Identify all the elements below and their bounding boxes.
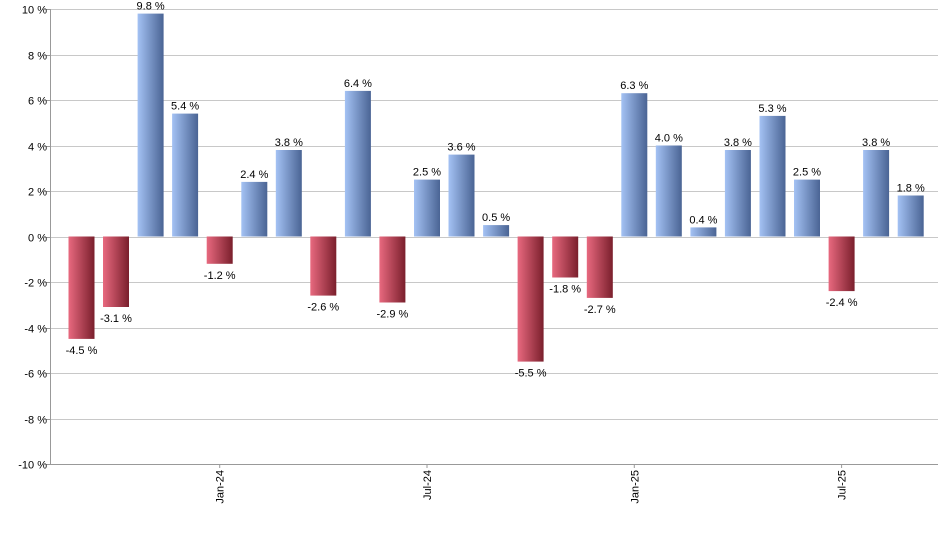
bar-negative [68, 236, 95, 339]
y-tick-label: -6 % [24, 369, 47, 381]
bar-positive [448, 154, 475, 237]
bar-positive [897, 195, 924, 237]
bar-value-label: 0.4 % [689, 214, 717, 226]
bar-value-label: 0.5 % [482, 212, 510, 224]
y-tick-label: -4 % [24, 324, 47, 336]
bar-value-label: 2.4 % [240, 169, 268, 181]
bar-value-label: 3.8 % [724, 137, 752, 149]
bar-value-label: -4.5 % [66, 345, 98, 357]
y-tick-label: -8 % [24, 415, 47, 427]
y-tick-label: 2 % [28, 187, 47, 199]
x-axis: Jan-24 Jul-24 Jan-25 Jul-25 [50, 464, 938, 504]
bar-positive [724, 150, 751, 237]
bar-negative [586, 236, 613, 298]
x-tick-label: Jul-25 [837, 470, 849, 500]
y-tick-label: 6 % [28, 96, 47, 108]
bar-negative [379, 236, 406, 303]
bar-labels: -4.5 % -3.1 % 9.8 % 5.4 % -1.2 % 2.4 % 3.8 % -2… [66, 1, 925, 380]
bars [68, 13, 924, 362]
bar-value-label: 2.5 % [413, 167, 441, 179]
bar-value-label: 9.8 % [137, 1, 165, 13]
bar-value-label: 5.3 % [758, 103, 786, 115]
bar-value-label: -2.7 % [584, 304, 616, 316]
y-tick-label: -10 % [18, 460, 47, 472]
bar-value-label: 5.4 % [171, 101, 199, 113]
bar-positive [414, 179, 440, 237]
y-tick-label: -2 % [24, 278, 47, 290]
bar-value-label: 1.8 % [897, 183, 925, 195]
bar-negative [310, 236, 337, 296]
bar-positive [794, 179, 820, 237]
bar-value-label: 4.0 % [655, 133, 683, 145]
x-tick-label: Jan-25 [629, 470, 641, 504]
y-axis: 10 % 8 % 6 % 4 % 2 % 0 % -2 % -4 % -6 % -8 % -10 % [18, 5, 51, 472]
bar-positive [690, 227, 717, 237]
bar-positive [275, 150, 302, 237]
bar-value-label: 3.6 % [447, 142, 475, 154]
bar-positive [759, 115, 786, 237]
y-tick-label: 0 % [28, 233, 47, 245]
bar-positive [863, 150, 890, 237]
bar-value-label: 3.8 % [275, 137, 303, 149]
bar-positive [172, 113, 199, 237]
bar-negative [206, 236, 233, 264]
bar-value-label: -5.5 % [515, 368, 547, 380]
y-tick-label: 8 % [28, 51, 47, 63]
bar-positive [137, 13, 164, 237]
bar-value-label: -1.2 % [204, 270, 236, 282]
bar-value-label: -3.1 % [100, 313, 132, 325]
bar-value-label: -2.6 % [307, 302, 339, 314]
bar-positive [241, 181, 268, 237]
bar-value-label: -2.4 % [826, 297, 858, 309]
y-tick-label: 4 % [28, 142, 47, 154]
bar-positive [483, 225, 510, 237]
bar-positive [655, 145, 682, 237]
grid-lines [50, 9, 938, 465]
bar-positive [621, 93, 648, 237]
x-tick-label: Jan-24 [215, 470, 227, 504]
bar-value-label: 6.3 % [620, 80, 648, 92]
bar-negative [552, 236, 579, 278]
bar-negative [517, 236, 544, 362]
y-tick-label: 10 % [22, 5, 47, 17]
bar-value-label: 6.4 % [344, 78, 372, 90]
bar-value-label: -1.8 % [549, 284, 581, 296]
bar-value-label: 2.5 % [793, 167, 821, 179]
bar-value-label: 3.8 % [862, 137, 890, 149]
bar-negative [828, 236, 855, 292]
bar-negative [103, 236, 129, 307]
bar-positive [344, 90, 371, 237]
bar-value-label: -2.9 % [377, 309, 409, 321]
x-tick-label: Jul-24 [422, 470, 434, 500]
